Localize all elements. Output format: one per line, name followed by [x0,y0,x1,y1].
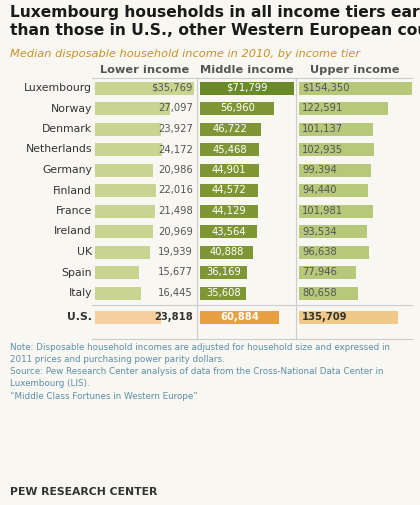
Bar [95,81,194,94]
Bar [299,164,371,177]
Text: Upper income: Upper income [310,65,400,75]
Text: Note: Disposable household incomes are adjusted for household size and expressed: Note: Disposable household incomes are a… [10,343,390,400]
Text: 24,172: 24,172 [158,144,193,155]
Text: UK: UK [77,247,92,257]
Text: 44,572: 44,572 [212,185,247,195]
Text: Norway: Norway [51,104,92,114]
Text: Lower income: Lower income [100,65,189,75]
Bar [200,286,247,299]
Text: 43,564: 43,564 [211,227,246,236]
Text: 19,939: 19,939 [158,247,193,257]
Text: 99,394: 99,394 [302,165,337,175]
Text: 16,445: 16,445 [158,288,193,298]
Text: Netherlands: Netherlands [26,144,92,155]
Bar [299,81,412,94]
Text: 35,608: 35,608 [206,288,241,298]
Text: 23,818: 23,818 [154,313,193,323]
Bar [299,143,374,156]
Bar [299,266,356,279]
Bar [95,143,162,156]
Text: 20,986: 20,986 [158,165,193,175]
Bar [95,286,141,299]
Bar [200,102,274,115]
Text: 93,534: 93,534 [302,227,336,236]
Text: 44,901: 44,901 [212,165,247,175]
Text: Middle income: Middle income [200,65,294,75]
Text: 122,591: 122,591 [302,104,344,114]
Bar [299,102,388,115]
Bar [95,164,153,177]
Bar [299,225,367,238]
Text: 46,722: 46,722 [213,124,248,134]
Bar [200,143,260,156]
Bar [200,184,258,197]
Text: 96,638: 96,638 [302,247,337,257]
Text: $35,769: $35,769 [152,83,193,93]
Bar [299,311,398,324]
Text: 21,498: 21,498 [158,206,193,216]
Text: 40,888: 40,888 [210,247,244,257]
Text: 94,440: 94,440 [302,185,336,195]
Bar [95,123,161,135]
Bar [200,266,247,279]
Text: 101,981: 101,981 [302,206,343,216]
Text: $154,350: $154,350 [302,83,349,93]
Text: 20,969: 20,969 [158,227,193,236]
Text: 23,927: 23,927 [158,124,193,134]
Bar [200,164,259,177]
Bar [200,225,257,238]
Text: Finland: Finland [53,185,92,195]
Text: Germany: Germany [42,165,92,175]
Text: Luxembourg households in all income tiers earn more
than those in U.S., other We: Luxembourg households in all income tier… [10,5,420,38]
Text: U.S.: U.S. [67,313,92,323]
Bar [95,245,150,259]
Bar [95,311,161,324]
Bar [299,286,358,299]
Bar [200,123,261,135]
Bar [299,245,370,259]
Text: 56,960: 56,960 [220,104,255,114]
Text: 44,129: 44,129 [211,206,246,216]
Text: 27,097: 27,097 [158,104,193,114]
Text: PEW RESEARCH CENTER: PEW RESEARCH CENTER [10,487,158,497]
Bar [200,205,257,218]
Text: Ireland: Ireland [54,227,92,236]
Text: 15,677: 15,677 [158,268,193,278]
Bar [299,205,373,218]
Bar [95,102,170,115]
Bar [95,184,156,197]
Text: 101,137: 101,137 [302,124,343,134]
Text: 45,468: 45,468 [213,144,247,155]
Text: 77,946: 77,946 [302,268,337,278]
Text: $71,799: $71,799 [226,83,268,93]
Text: 22,016: 22,016 [158,185,193,195]
Bar [200,81,294,94]
Bar [200,245,253,259]
Text: 36,169: 36,169 [206,268,241,278]
Text: France: France [56,206,92,216]
Bar [200,311,279,324]
Text: 102,935: 102,935 [302,144,343,155]
Text: Luxembourg: Luxembourg [24,83,92,93]
Text: Italy: Italy [68,288,92,298]
Bar [95,266,139,279]
Bar [95,205,155,218]
Text: 80,658: 80,658 [302,288,336,298]
Text: 135,709: 135,709 [302,313,347,323]
Text: 60,884: 60,884 [220,313,259,323]
Text: Denmark: Denmark [42,124,92,134]
Bar [299,123,373,135]
Text: Median disposable household income in 2010, by income tier: Median disposable household income in 20… [10,49,360,59]
Bar [95,225,153,238]
Bar [299,184,368,197]
Text: Spain: Spain [61,268,92,278]
